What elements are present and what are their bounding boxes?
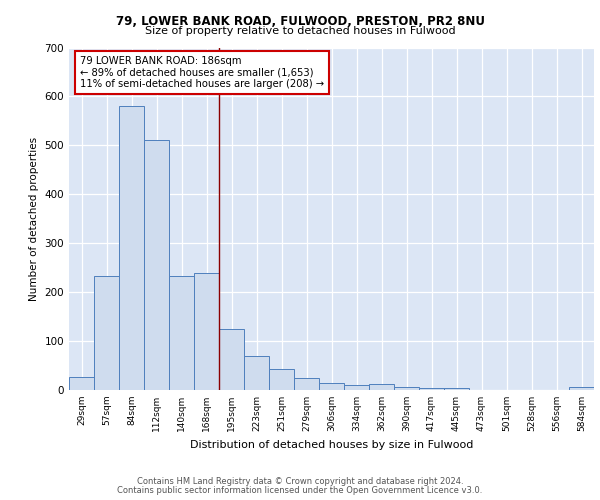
Text: 79 LOWER BANK ROAD: 186sqm
← 89% of detached houses are smaller (1,653)
11% of s: 79 LOWER BANK ROAD: 186sqm ← 89% of deta… [79, 56, 323, 90]
Bar [119, 106, 144, 390]
Text: Size of property relative to detached houses in Fulwood: Size of property relative to detached ho… [145, 26, 455, 36]
Bar [419, 388, 444, 390]
Text: Contains public sector information licensed under the Open Government Licence v3: Contains public sector information licen… [118, 486, 482, 495]
Bar [569, 387, 594, 390]
Bar [269, 370, 294, 390]
Bar [169, 276, 194, 390]
Bar [244, 356, 269, 390]
Bar [94, 276, 119, 390]
Y-axis label: Number of detached properties: Number of detached properties [29, 136, 39, 301]
Bar [294, 378, 319, 390]
Bar [69, 377, 94, 390]
Bar [394, 387, 419, 390]
Text: Contains HM Land Registry data © Crown copyright and database right 2024.: Contains HM Land Registry data © Crown c… [137, 478, 463, 486]
Bar [444, 388, 469, 390]
Text: 79, LOWER BANK ROAD, FULWOOD, PRESTON, PR2 8NU: 79, LOWER BANK ROAD, FULWOOD, PRESTON, P… [115, 15, 485, 28]
Bar [319, 382, 344, 390]
Bar [369, 384, 394, 390]
X-axis label: Distribution of detached houses by size in Fulwood: Distribution of detached houses by size … [190, 440, 473, 450]
Bar [344, 385, 369, 390]
Bar [194, 272, 219, 390]
Bar [219, 329, 244, 390]
Bar [144, 140, 169, 390]
